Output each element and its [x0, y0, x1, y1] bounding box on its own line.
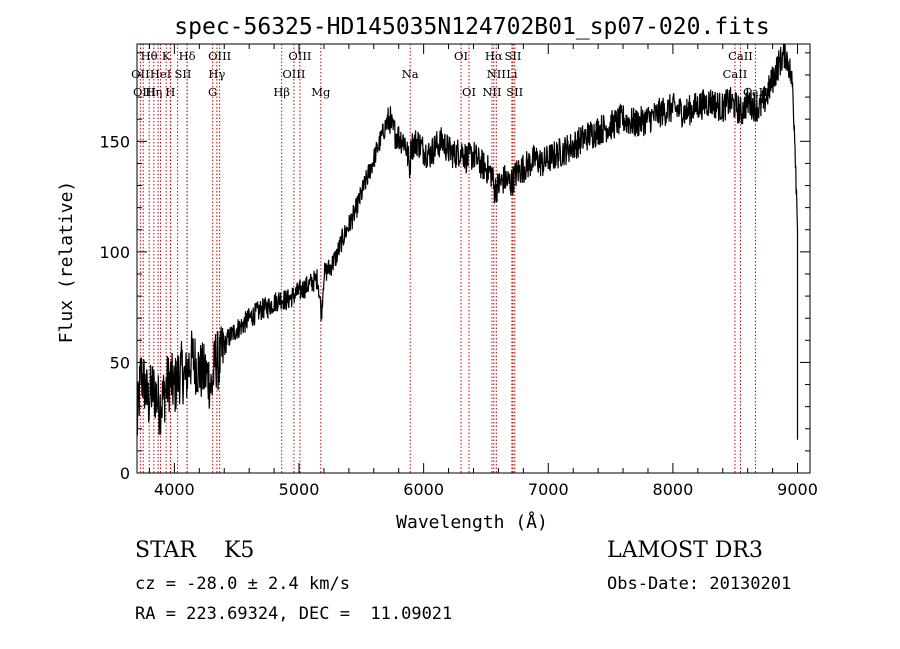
x-tick-label: 5000	[279, 480, 320, 499]
observation-date: Obs-Date: 20130201	[607, 574, 792, 594]
y-tick-label: 100	[99, 243, 130, 262]
redshift-readout: cz = -28.0 ± 2.4 km/s	[135, 574, 350, 594]
spectral-line-label: OIII	[133, 85, 156, 99]
spectral-line-label: OIII	[208, 49, 231, 63]
object-class: STAR K5	[135, 538, 255, 563]
x-tick-label: 7000	[528, 480, 569, 499]
spectral-line-label: OI	[462, 85, 476, 99]
spectral-line-label: Hγ	[208, 67, 225, 81]
spectral-line-label: Li	[506, 67, 518, 81]
spectral-line-label: Hβ	[273, 85, 290, 99]
survey-name: LAMOST DR3	[607, 538, 763, 563]
spectral-line-label: Hθ	[141, 49, 158, 63]
spectral-line-label: Mg	[311, 85, 331, 99]
spectral-line-label: OIII	[288, 49, 311, 63]
spectral-line-label: SII	[506, 85, 523, 99]
spectral-line-label: OI	[454, 49, 468, 63]
x-tick-label: 8000	[653, 480, 694, 499]
spectral-line-label: NII	[487, 67, 506, 81]
axes: 4000 5000 6000 7000 8000 9000 0 50 100 150	[99, 44, 818, 499]
x-axis-label: Wavelength (Å)	[396, 511, 548, 533]
x-tick-label: 4000	[154, 480, 195, 499]
spectral-line-label: Na	[402, 67, 419, 81]
spectral-line-label: OIII	[282, 67, 305, 81]
spectral-line-label: CaII	[728, 49, 753, 63]
spectral-line-label: Hα	[485, 49, 503, 63]
spectral-line-label: SII	[505, 49, 522, 63]
spectral-line-label: CaII	[723, 67, 748, 81]
spectral-line-label: Hδ	[179, 49, 196, 63]
spectral-line-label: G	[208, 85, 217, 99]
spectral-line-label: K	[162, 49, 171, 63]
spectral-line-label: Hη	[145, 85, 162, 99]
spectrum-line	[136, 43, 799, 440]
x-tick-label: 6000	[403, 480, 444, 499]
x-tick-label: 9000	[777, 480, 818, 499]
spectral-line-label: H	[165, 85, 175, 99]
chart-title: spec-56325-HD145035N124702B01_sp07-020.f…	[174, 14, 769, 40]
spectral-line-label: OII	[131, 67, 150, 81]
spectral-line-label: SII	[175, 67, 192, 81]
spectral-line-label: NII	[482, 85, 501, 99]
y-tick-label: 0	[120, 464, 130, 483]
spectral-line-markers	[139, 44, 756, 473]
y-tick-label: 150	[99, 132, 130, 151]
y-tick-label: 50	[110, 353, 130, 372]
y-axis-label: Flux (relative)	[56, 181, 77, 344]
spectral-line-label: HeI	[150, 67, 171, 81]
coordinates-readout: RA = 223.69324, DEC = 11.09021	[135, 604, 453, 624]
